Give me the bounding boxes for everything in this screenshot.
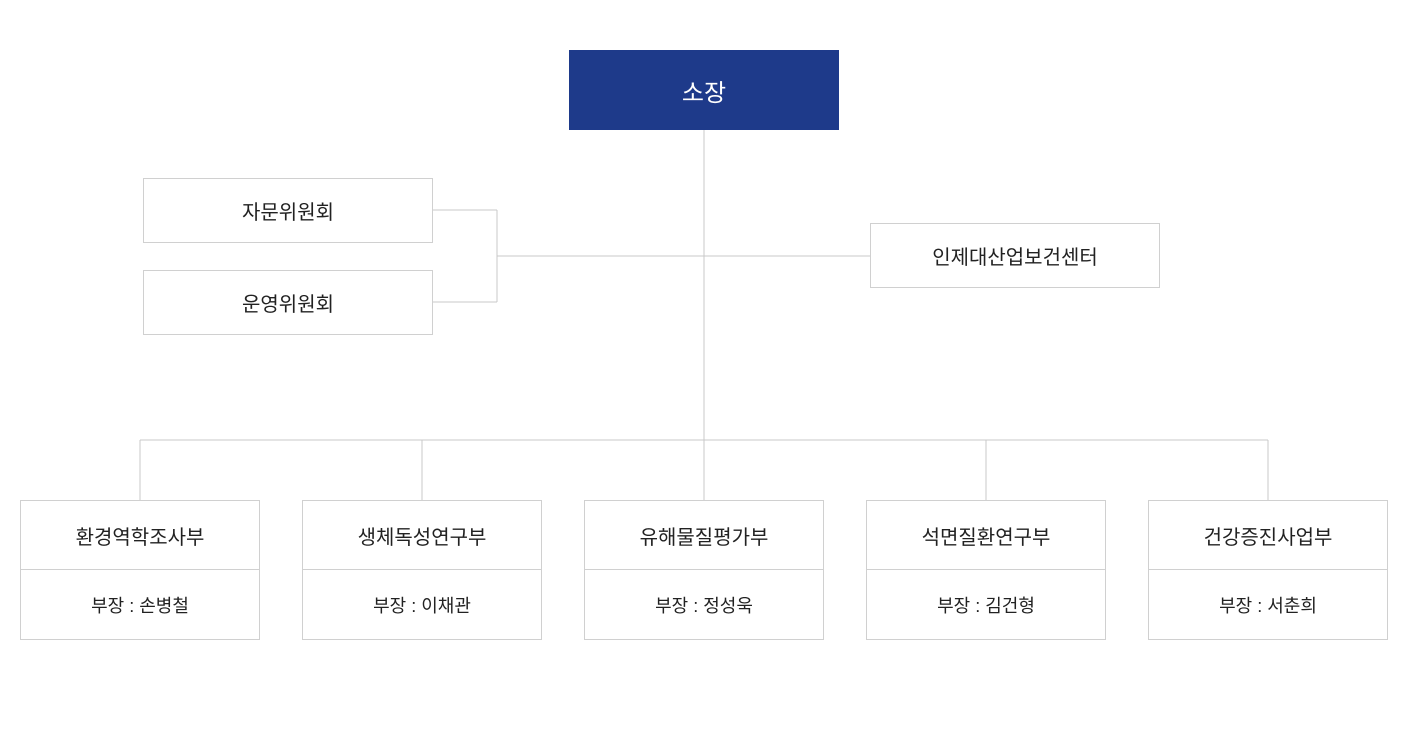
department-4: 건강증진사업부 부장 : 서춘희 xyxy=(1148,500,1388,640)
root-node-director: 소장 xyxy=(569,50,839,130)
department-leader: 부장 : 정성욱 xyxy=(584,570,824,640)
department-leader: 부장 : 서춘희 xyxy=(1148,570,1388,640)
department-2: 유해물질평가부 부장 : 정성욱 xyxy=(584,500,824,640)
department-0: 환경역학조사부 부장 : 손병철 xyxy=(20,500,260,640)
committee-label: 운영위원회 xyxy=(242,288,334,317)
department-leader: 부장 : 김건형 xyxy=(866,570,1106,640)
committee-advisory: 자문위원회 xyxy=(143,178,433,243)
department-title: 생체독성연구부 xyxy=(302,500,542,570)
department-1: 생체독성연구부 부장 : 이채관 xyxy=(302,500,542,640)
committee-steering: 운영위원회 xyxy=(143,270,433,335)
department-leader: 부장 : 이채관 xyxy=(302,570,542,640)
org-chart: 소장 자문위원회 운영위원회 인제대산업보건센터 환경역학조사부 부장 : 손병… xyxy=(0,0,1408,745)
root-label: 소장 xyxy=(682,73,726,108)
department-title: 건강증진사업부 xyxy=(1148,500,1388,570)
department-3: 석면질환연구부 부장 : 김건형 xyxy=(866,500,1106,640)
center-label: 인제대산업보건센터 xyxy=(932,241,1098,270)
committee-label: 자문위원회 xyxy=(242,196,334,225)
department-title: 환경역학조사부 xyxy=(20,500,260,570)
department-title: 석면질환연구부 xyxy=(866,500,1106,570)
department-title: 유해물질평가부 xyxy=(584,500,824,570)
department-leader: 부장 : 손병철 xyxy=(20,570,260,640)
center-occupational-health: 인제대산업보건센터 xyxy=(870,223,1160,288)
